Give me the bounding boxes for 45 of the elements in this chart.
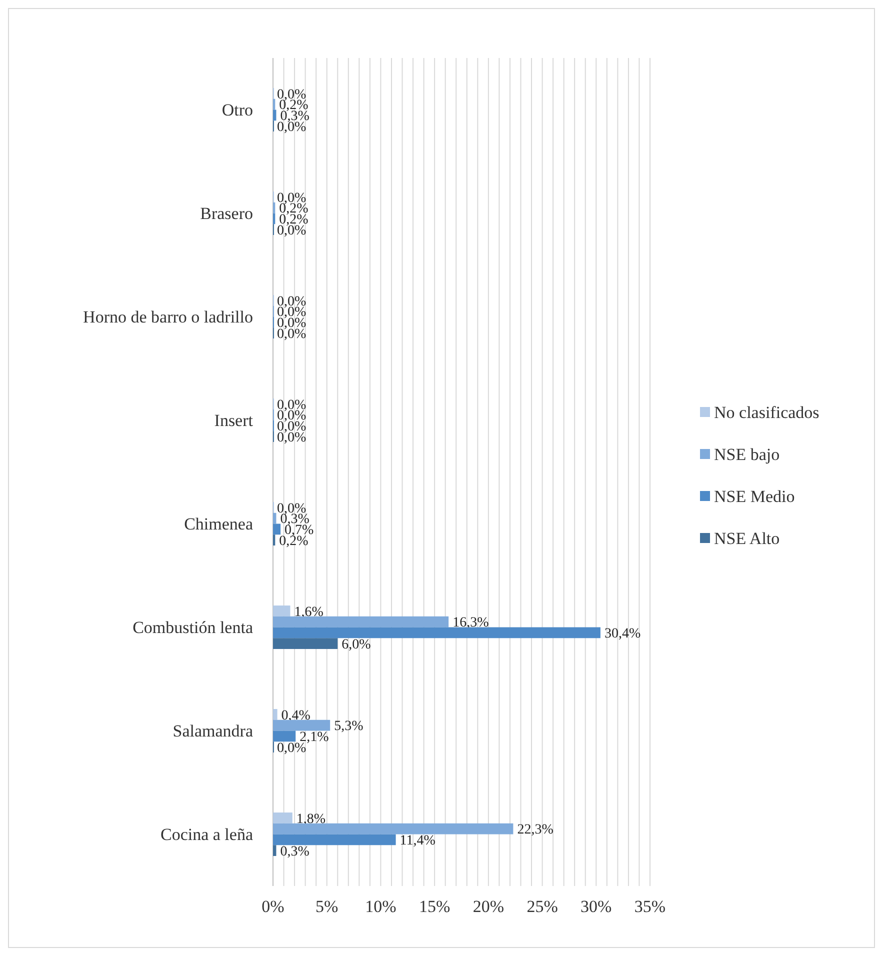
data-label: 1,8% [296,812,326,827]
y-tick-label: Insert [214,411,254,430]
data-label: 30,4% [604,626,641,642]
data-label: 0,0% [277,740,306,756]
x-tick-label: 10% [365,897,396,916]
legend-label: NSE Medio [714,486,795,506]
bar [273,524,281,535]
legend-label: NSE Alto [714,528,780,548]
x-tick-label: 20% [472,897,504,916]
x-tick-label: 0% [262,897,284,916]
legend-label: NSE bajo [714,444,780,464]
bar [273,834,396,846]
x-tick-label: 5% [316,897,338,916]
bar [273,110,276,121]
y-tick-label: Horno de barro o ladrillo [83,308,253,327]
data-label: 5,3% [334,719,364,734]
x-tick-label: 15% [418,897,450,916]
bar [273,720,330,731]
y-tick-label: Combustión lenta [132,618,254,638]
x-tick-label: 35% [634,897,666,916]
y-tick-label: Salamandra [172,722,254,741]
bar [273,730,296,742]
x-tick-label: 30% [580,897,612,916]
bar [273,512,276,524]
data-label: 0,4% [281,708,311,724]
bar [273,709,278,720]
x-tick-label: 25% [526,897,558,916]
data-label: 11,4% [400,834,436,849]
data-label: 16,3% [452,616,490,631]
bar [273,638,338,649]
bar [273,627,600,638]
legend-label: No clasificados [714,402,820,422]
data-label: 1,6% [294,604,324,620]
data-label: 6,0% [342,637,372,652]
bar [273,812,292,824]
bar [273,616,449,628]
bar [273,606,290,616]
data-label: 22,3% [517,822,554,838]
y-tick-label: Chimenea [184,514,254,534]
bar [273,845,276,856]
y-tick-label: Brasero [200,204,253,224]
y-tick-label: Otro [222,100,253,120]
y-tick-label: Cocina a leña [160,825,254,844]
data-label: 0,3% [280,844,310,860]
bar [273,823,514,834]
